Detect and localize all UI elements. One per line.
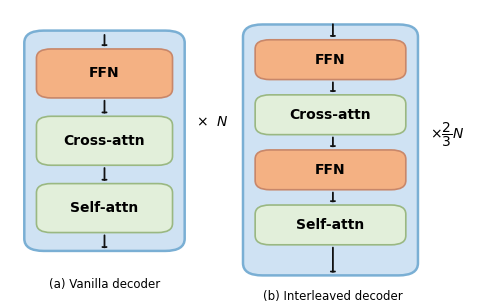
FancyBboxPatch shape: [255, 150, 406, 190]
Text: $\times\dfrac{2}{3}N$: $\times\dfrac{2}{3}N$: [430, 121, 464, 149]
FancyBboxPatch shape: [255, 40, 406, 80]
Text: ×: ×: [197, 115, 211, 129]
Text: (b) Interleaved decoder: (b) Interleaved decoder: [263, 290, 403, 303]
Text: Self-attn: Self-attn: [70, 201, 139, 215]
Text: $N$: $N$: [216, 115, 228, 129]
FancyBboxPatch shape: [24, 31, 185, 251]
FancyBboxPatch shape: [255, 205, 406, 245]
Text: FFN: FFN: [315, 163, 346, 177]
Text: FFN: FFN: [89, 66, 120, 80]
FancyBboxPatch shape: [255, 95, 406, 135]
FancyBboxPatch shape: [36, 49, 173, 98]
Text: (a) Vanilla decoder: (a) Vanilla decoder: [49, 278, 160, 291]
FancyBboxPatch shape: [243, 24, 418, 275]
Text: FFN: FFN: [315, 53, 346, 67]
Text: Cross-attn: Cross-attn: [64, 134, 145, 148]
Text: Cross-attn: Cross-attn: [290, 108, 371, 122]
FancyBboxPatch shape: [36, 116, 173, 165]
FancyBboxPatch shape: [36, 184, 173, 233]
Text: Self-attn: Self-attn: [296, 218, 364, 232]
